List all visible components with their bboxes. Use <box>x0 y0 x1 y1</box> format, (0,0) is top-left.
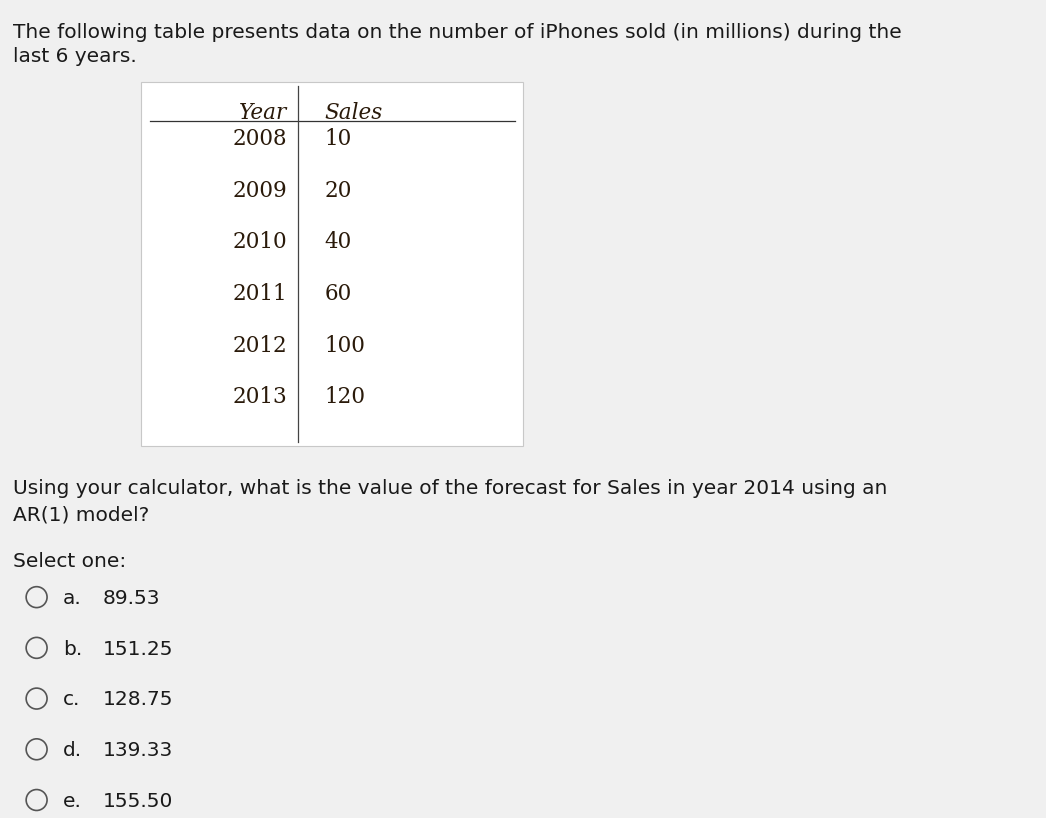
Text: 2012: 2012 <box>233 335 288 357</box>
Text: 151.25: 151.25 <box>103 640 173 658</box>
Text: 10: 10 <box>324 128 351 151</box>
Text: c.: c. <box>63 690 81 709</box>
Text: a.: a. <box>63 589 82 608</box>
Text: d.: d. <box>63 741 82 760</box>
Text: 2008: 2008 <box>233 128 288 151</box>
Text: 2009: 2009 <box>233 180 288 202</box>
Text: b.: b. <box>63 640 82 658</box>
Text: 120: 120 <box>324 386 365 408</box>
Text: 40: 40 <box>324 231 351 254</box>
Text: 20: 20 <box>324 180 351 202</box>
Text: 2013: 2013 <box>233 386 288 408</box>
Text: 128.75: 128.75 <box>103 690 173 709</box>
Text: 2010: 2010 <box>233 231 288 254</box>
Text: 139.33: 139.33 <box>103 741 173 760</box>
Text: 89.53: 89.53 <box>103 589 160 608</box>
Text: 2011: 2011 <box>233 283 288 305</box>
Text: Select one:: Select one: <box>13 552 126 571</box>
Text: 100: 100 <box>324 335 365 357</box>
Text: The following table presents data on the number of iPhones sold (in millions) du: The following table presents data on the… <box>13 23 902 42</box>
FancyBboxPatch shape <box>141 82 523 446</box>
Text: last 6 years.: last 6 years. <box>13 47 136 66</box>
Text: Using your calculator, what is the value of the forecast for Sales in year 2014 : Using your calculator, what is the value… <box>13 479 887 497</box>
Text: Sales: Sales <box>324 102 383 124</box>
Text: 155.50: 155.50 <box>103 792 173 811</box>
Text: 60: 60 <box>324 283 351 305</box>
Text: e.: e. <box>63 792 82 811</box>
Text: AR(1) model?: AR(1) model? <box>13 506 149 524</box>
Text: Year: Year <box>240 102 288 124</box>
